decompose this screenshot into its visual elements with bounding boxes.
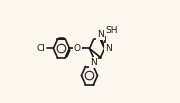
- Text: Cl: Cl: [37, 44, 45, 53]
- Text: SH: SH: [105, 26, 118, 35]
- Text: N: N: [97, 30, 104, 39]
- Text: N: N: [105, 44, 112, 53]
- Text: O: O: [74, 44, 81, 53]
- Text: N: N: [90, 58, 97, 67]
